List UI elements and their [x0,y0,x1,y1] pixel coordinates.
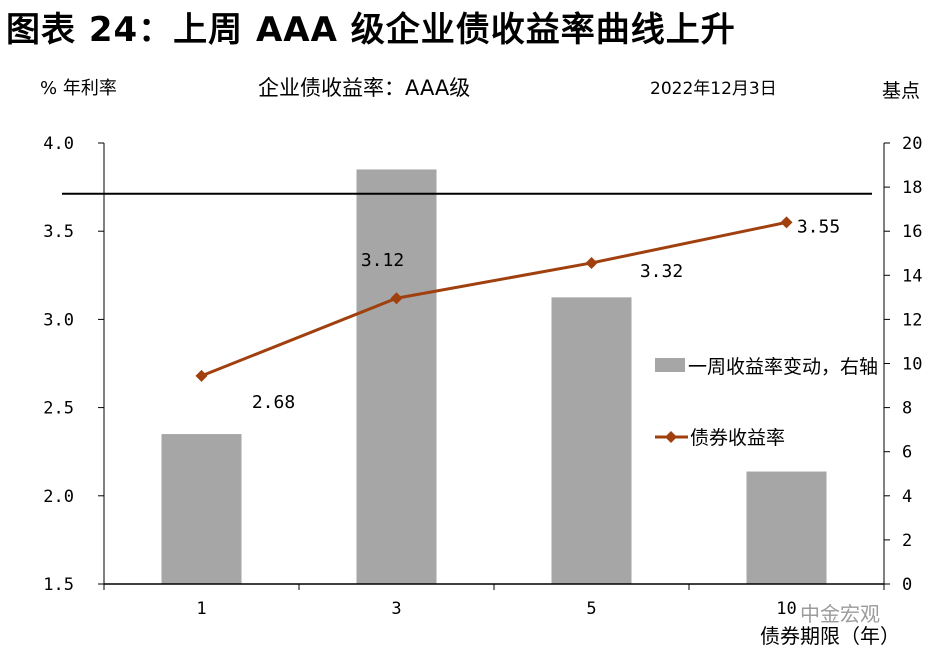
right-tick-label: 10 [902,355,922,375]
bar-1 [161,434,242,584]
yield-point-3 [390,292,403,305]
yield-data-label: 3.55 [797,216,840,237]
yield-point-1 [195,369,208,382]
legend-bar-swatch [655,358,685,372]
right-tick-label: 8 [902,399,912,419]
right-tick-label: 12 [902,310,922,330]
figure-heading: 图表 24：上周 AAA 级企业债收益率曲线上升 [6,10,736,50]
x-tick-label: 3 [391,599,401,619]
chart-subtitle: 企业债收益率：AAA级 [258,76,471,100]
legend-line-label: 债券收益率 [690,427,785,449]
legend-line-marker [665,431,677,443]
x-tick-label: 1 [196,599,206,619]
right-tick-label: 18 [902,178,922,198]
right-tick-label: 6 [902,443,912,463]
right-tick-label: 14 [902,266,922,286]
right-tick-label: 16 [902,222,922,242]
x-axis-title: 债券期限（年） [760,624,900,648]
yield-series-line [200,220,787,378]
right-axis-unit: 基点 [882,80,921,102]
left-tick-label: 3.5 [43,222,74,242]
bar-3 [356,169,437,584]
watermark-text: 中金宏观 [800,602,880,626]
x-tick-label: 10 [776,599,796,619]
left-axis-unit: % 年利率 [40,78,117,99]
legend-bar-label: 一周收益率变动，右轴 [688,356,878,378]
right-tick-label: 20 [902,134,922,154]
bar-5 [551,297,632,584]
bar-10 [746,471,827,584]
right-tick-label: 0 [902,575,912,595]
left-tick-label: 2.5 [43,399,74,419]
left-tick-label: 2.0 [43,487,74,507]
left-tick-label: 4.0 [43,134,74,154]
left-tick-label: 1.5 [43,575,74,595]
yield-data-label: 3.32 [640,261,683,282]
yield-point-5 [585,256,598,269]
right-tick-label: 2 [902,531,912,551]
yield-data-label: 3.12 [361,250,404,271]
yield-data-label: 2.68 [252,392,295,413]
chart-date: 2022年12月3日 [650,79,777,99]
left-tick-label: 3.0 [43,310,74,330]
x-tick-label: 5 [586,599,596,619]
yield-point-10 [780,216,793,229]
right-tick-label: 4 [902,487,912,507]
